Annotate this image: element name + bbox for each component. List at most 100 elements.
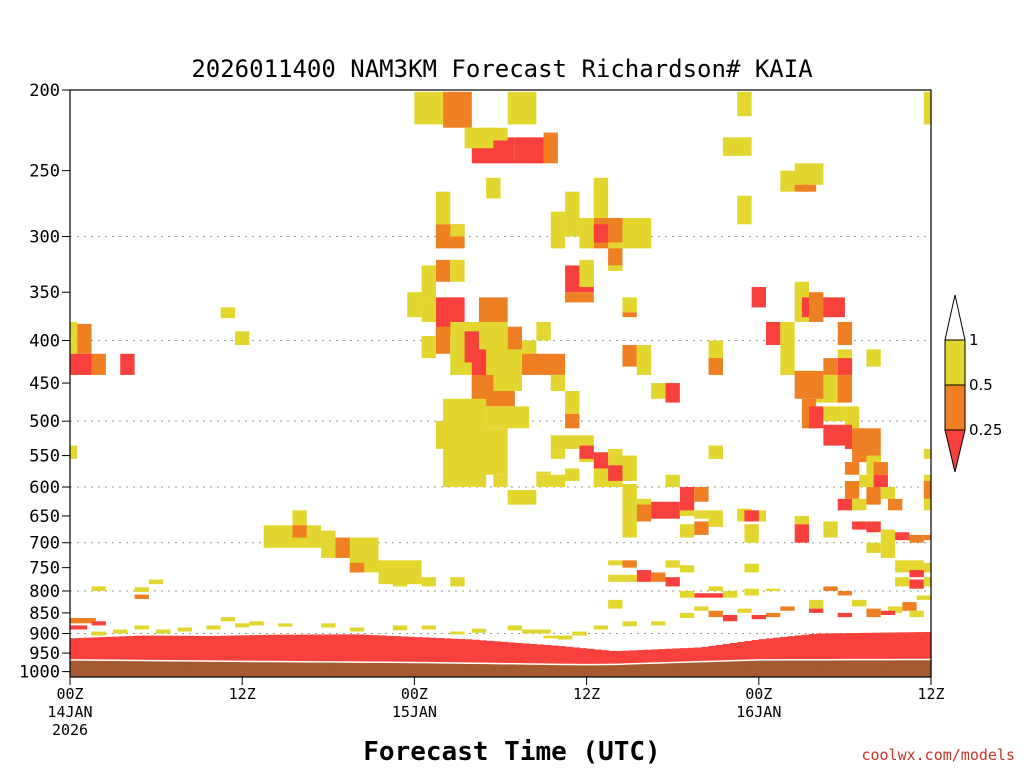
ground-terrain [852, 659, 860, 677]
richardson-cell-orange [91, 353, 106, 375]
richardson-cell-yellow [694, 510, 709, 519]
ground-terrain [270, 661, 279, 677]
x-tick-label: 15JAN [392, 703, 437, 721]
low-level-red-layer [428, 637, 437, 663]
richardson-cell-yellow [572, 631, 587, 636]
richardson-cell-yellow [765, 588, 781, 591]
ground-terrain [765, 659, 774, 677]
ground-terrain [156, 660, 164, 677]
richardson-cell-yellow [407, 292, 422, 318]
richardson-cell-yellow [450, 631, 465, 635]
low-level-red-layer [715, 644, 724, 662]
ground-terrain [909, 659, 918, 677]
ground-terrain [191, 660, 200, 677]
ground-terrain [758, 659, 767, 677]
low-level-red-layer [701, 646, 710, 662]
ground-terrain [916, 659, 925, 677]
low-level-red-layer [342, 634, 351, 663]
x-axis-label: Forecast Time (UTC) [363, 737, 660, 767]
ground-terrain [895, 659, 903, 677]
richardson-cell-yellow [608, 599, 623, 609]
richardson-cell-orange [909, 534, 924, 543]
richardson-cell-yellow [478, 428, 508, 475]
ground-terrain [687, 661, 695, 677]
low-level-red-layer [70, 638, 78, 660]
ground-terrain [435, 662, 444, 677]
low-level-red-layer [493, 641, 502, 664]
richardson-cell-yellow [622, 483, 637, 538]
richardson-cell-yellow [887, 606, 903, 613]
low-level-red-layer [270, 634, 279, 662]
richardson-cell-orange [708, 358, 723, 375]
low-level-red-layer [550, 645, 559, 665]
ground-terrain [206, 661, 215, 677]
colorbar-legend: 1 0.5 0.25 [944, 294, 1002, 473]
richardson-cell-yellow [923, 577, 931, 587]
ground-terrain [615, 664, 624, 677]
ground-terrain [507, 663, 516, 677]
low-level-red-layer [299, 634, 308, 662]
richardson-cell-orange [873, 462, 888, 475]
richardson-cell-yellow [550, 211, 566, 249]
low-level-red-layer [227, 635, 236, 662]
ground-terrain [737, 660, 746, 677]
ground-terrain [113, 660, 121, 677]
richardson-cell-yellow [557, 635, 573, 640]
colorbar-label-0-5: 0.5 [969, 376, 993, 394]
watermark: coolwx.com/models [861, 746, 1015, 764]
richardson-cell-yellow [593, 625, 609, 630]
low-level-red-layer [278, 634, 286, 662]
richardson-cell-yellow [852, 599, 867, 607]
low-level-red-layer [335, 634, 344, 662]
low-level-red-layer [306, 634, 315, 662]
richardson-cell-yellow [622, 621, 637, 627]
richardson-cell-yellow [522, 629, 551, 634]
richardson-cell-yellow [916, 595, 931, 600]
low-level-red-layer [600, 650, 609, 665]
ground-terrain [751, 659, 760, 677]
y-tick-label: 1000 [19, 663, 60, 683]
richardson-cell-yellow [722, 137, 752, 156]
richardson-cell-yellow [780, 170, 795, 192]
richardson-cell-yellow [859, 474, 874, 488]
richardson-cell-orange [134, 594, 149, 600]
richardson-cell-red [579, 445, 594, 459]
richardson-cell-yellow [421, 625, 436, 630]
richardson-cell-yellow [665, 560, 680, 568]
richardson-cell-orange [77, 323, 92, 354]
ground-terrain [184, 660, 193, 677]
low-level-red-layer [184, 635, 193, 661]
richardson-cell-yellow [321, 623, 336, 628]
richardson-cell-orange [622, 560, 637, 568]
richardson-cell-yellow [923, 474, 931, 488]
low-level-red-layer [579, 648, 588, 665]
ground-terrain [787, 659, 796, 677]
ground-terrain [658, 662, 667, 677]
low-level-red-layer [357, 634, 365, 663]
ground-terrain [421, 662, 430, 677]
colorbar-orange [944, 384, 966, 431]
richardson-cell-orange [70, 617, 96, 624]
richardson-cell-yellow [923, 91, 931, 125]
low-level-red-layer [586, 648, 595, 665]
richardson-cell-yellow [70, 321, 78, 354]
low-level-red-layer [400, 636, 408, 663]
richardson-cell-orange [923, 534, 931, 541]
low-level-red-layer [113, 636, 121, 661]
richardson-cell-red [665, 577, 680, 587]
richardson-cell-yellow [486, 406, 530, 429]
ground-terrain [392, 662, 401, 677]
low-level-red-layer [816, 633, 824, 660]
low-level-red-layer [177, 635, 186, 661]
richardson-cell-red [608, 465, 623, 481]
ground-terrain [522, 663, 530, 677]
richardson-cell-red [895, 532, 910, 541]
richardson-cell-orange [708, 610, 723, 618]
richardson-cell-yellow [794, 515, 810, 525]
ground-terrain [672, 662, 681, 677]
richardson-cell-yellow [844, 406, 860, 429]
richardson-cell-yellow [148, 579, 164, 585]
richardson-cell-orange [823, 586, 838, 591]
low-level-red-layer [84, 637, 93, 661]
richardson-cell-yellow [493, 474, 508, 488]
